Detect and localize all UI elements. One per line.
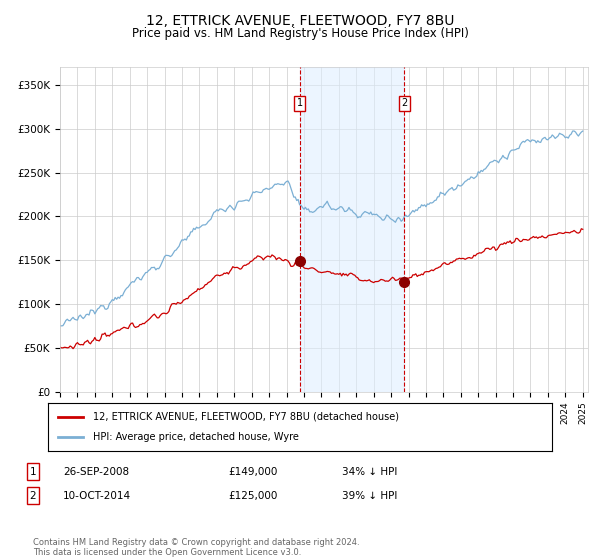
Bar bbox=[299, 67, 404, 392]
Text: 26-SEP-2008: 26-SEP-2008 bbox=[63, 466, 129, 477]
Text: 2: 2 bbox=[29, 491, 37, 501]
Text: 34% ↓ HPI: 34% ↓ HPI bbox=[342, 466, 397, 477]
Text: Price paid vs. HM Land Registry's House Price Index (HPI): Price paid vs. HM Land Registry's House … bbox=[131, 27, 469, 40]
Text: 12, ETTRICK AVENUE, FLEETWOOD, FY7 8BU (detached house): 12, ETTRICK AVENUE, FLEETWOOD, FY7 8BU (… bbox=[94, 412, 400, 422]
Text: 2: 2 bbox=[401, 98, 407, 108]
Text: £125,000: £125,000 bbox=[228, 491, 277, 501]
Text: Contains HM Land Registry data © Crown copyright and database right 2024.
This d: Contains HM Land Registry data © Crown c… bbox=[33, 538, 359, 557]
Text: 39% ↓ HPI: 39% ↓ HPI bbox=[342, 491, 397, 501]
Text: 1: 1 bbox=[29, 466, 37, 477]
Text: 1: 1 bbox=[296, 98, 302, 108]
Text: £149,000: £149,000 bbox=[228, 466, 277, 477]
Text: 12, ETTRICK AVENUE, FLEETWOOD, FY7 8BU: 12, ETTRICK AVENUE, FLEETWOOD, FY7 8BU bbox=[146, 14, 454, 28]
Text: 10-OCT-2014: 10-OCT-2014 bbox=[63, 491, 131, 501]
Text: HPI: Average price, detached house, Wyre: HPI: Average price, detached house, Wyre bbox=[94, 432, 299, 442]
